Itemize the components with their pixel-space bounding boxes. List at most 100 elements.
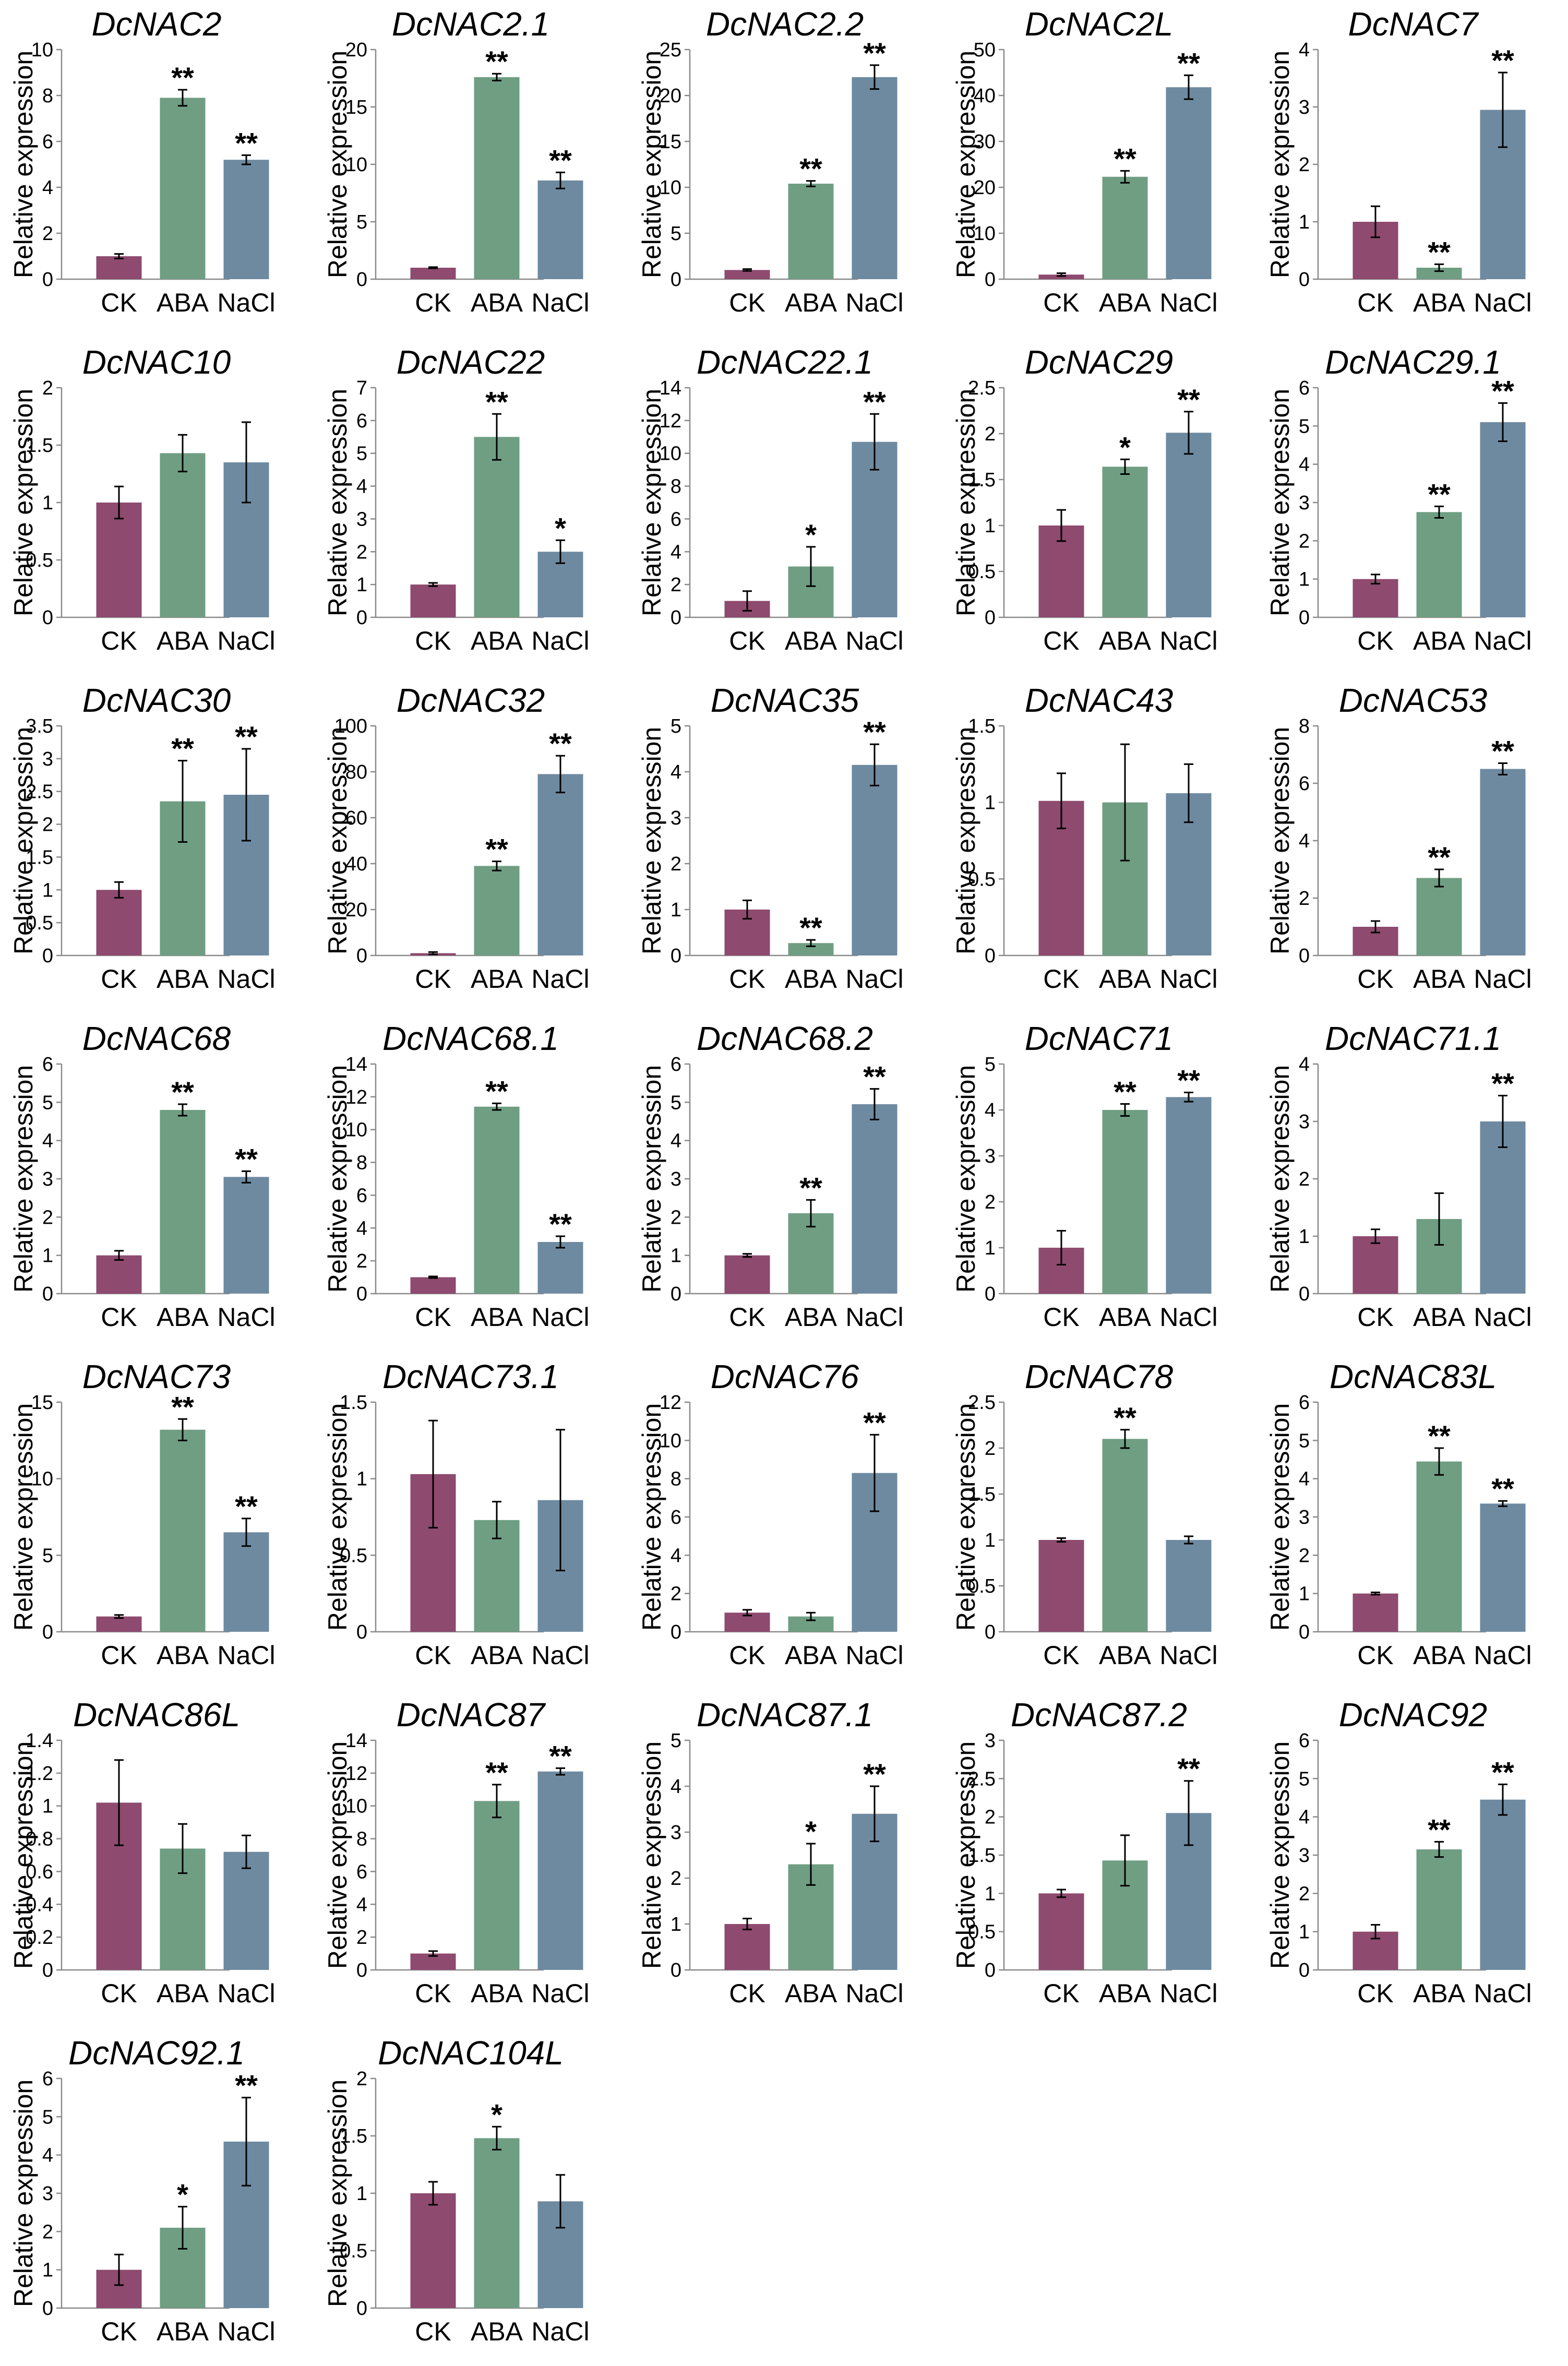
x-category-label: NaCl [531, 2317, 589, 2346]
significance-label: ** [171, 1390, 194, 1423]
x-category-label: CK [415, 626, 451, 655]
x-category-label: CK [415, 1979, 451, 2008]
y-tick-label: 2 [1299, 1168, 1310, 1190]
y-tick-label: 3 [985, 1145, 996, 1167]
significance-label: ** [171, 1076, 194, 1108]
significance-label: ** [1114, 142, 1136, 175]
y-tick-label: 15 [31, 1392, 53, 1414]
y-tick-label: 0.8 [26, 1829, 53, 1850]
significance-label: ** [1491, 374, 1514, 407]
chart-title: DcNAC53 [1339, 682, 1488, 719]
y-tick-label: 0 [42, 945, 53, 967]
y-tick-label: 100 [334, 715, 367, 737]
x-category-label: NaCl [531, 964, 589, 994]
y-axis-label: Relative expression [951, 51, 980, 278]
y-tick-label: 30 [974, 131, 996, 153]
significance-label: ** [549, 1208, 572, 1240]
x-category-label: CK [1357, 288, 1393, 317]
y-tick-label: 5 [1299, 415, 1310, 437]
x-category-label: NaCl [1159, 1303, 1217, 1332]
bar [410, 2193, 456, 2308]
y-tick-label: 5 [985, 1054, 996, 1076]
y-tick-label: 12 [660, 410, 681, 432]
x-category-label: NaCl [845, 1979, 903, 2008]
y-tick-label: 4 [42, 177, 53, 199]
y-tick-label: 15 [345, 97, 367, 118]
y-tick-label: 0 [1299, 607, 1310, 629]
x-category-label: CK [1043, 1979, 1079, 2008]
chart-title: DcNAC35 [711, 682, 859, 719]
y-tick-label: 2 [1299, 1545, 1310, 1567]
y-tick-label: 4 [42, 2145, 53, 2167]
y-tick-label: 3.5 [26, 715, 53, 737]
y-tick-label: 2 [671, 1206, 681, 1228]
x-category-label: NaCl [845, 626, 903, 655]
y-tick-label: 2 [985, 1807, 996, 1829]
y-tick-label: 1.5 [968, 1845, 996, 1867]
y-tick-label: 0 [671, 1959, 681, 1981]
y-tick-label: 1 [356, 2183, 367, 2205]
bar [852, 77, 897, 280]
y-tick-label: 0 [42, 269, 53, 291]
x-category-label: NaCl [217, 288, 275, 317]
significance-label: ** [1177, 1064, 1200, 1097]
y-tick-label: 14 [660, 377, 681, 399]
y-tick-label: 2 [1299, 154, 1310, 176]
x-category-label: NaCl [217, 1979, 275, 2008]
y-tick-label: 10 [660, 1430, 681, 1452]
bar [1416, 512, 1462, 617]
significance-label: ** [863, 1406, 886, 1439]
significance-label: ** [171, 61, 194, 94]
y-tick-label: 6 [356, 1185, 367, 1206]
x-category-label: NaCl [845, 1303, 903, 1332]
y-tick-label: 2 [1299, 530, 1310, 552]
x-category-label: ABA [1413, 1979, 1466, 2008]
x-category-label: CK [729, 288, 765, 317]
y-tick-label: 6 [671, 1507, 681, 1528]
significance-label: ** [235, 1490, 258, 1523]
x-category-label: CK [729, 1303, 765, 1332]
y-tick-label: 2 [42, 2221, 53, 2243]
y-tick-label: 8 [671, 1468, 681, 1490]
y-tick-label: 4 [1299, 454, 1310, 476]
x-category-label: CK [415, 964, 451, 994]
significance-label: ** [549, 727, 572, 760]
x-category-label: ABA [785, 288, 837, 317]
x-category-label: NaCl [217, 2317, 275, 2346]
x-category-label: NaCl [531, 1979, 589, 2008]
bar [474, 2138, 520, 2308]
y-tick-label: 5 [671, 1092, 681, 1114]
x-category-label: CK [729, 1641, 765, 1670]
y-axis-label: Relative expression [9, 1741, 38, 1969]
chart-title: DcNAC2L [1025, 5, 1174, 43]
y-tick-label: 5 [671, 1730, 681, 1752]
y-tick-label: 4 [1299, 1807, 1310, 1829]
y-tick-label: 0 [42, 607, 53, 629]
y-axis-label: Relative expression [637, 1065, 666, 1293]
y-axis-label: Relative expression [951, 1065, 980, 1293]
y-tick-label: 3 [42, 748, 53, 770]
y-tick-label: 12 [345, 1763, 367, 1785]
bar [788, 943, 834, 955]
bar [96, 1616, 142, 1632]
y-axis-label: Relative expression [637, 389, 666, 616]
x-category-label: NaCl [1159, 964, 1217, 994]
y-tick-label: 0.5 [968, 561, 996, 583]
y-tick-label: 4 [1299, 830, 1310, 852]
significance-label: ** [1491, 1067, 1514, 1100]
y-tick-label: 6 [42, 2068, 53, 2090]
significance-label: ** [549, 144, 572, 176]
x-category-label: CK [1043, 626, 1079, 655]
significance-label: ** [1491, 44, 1514, 77]
